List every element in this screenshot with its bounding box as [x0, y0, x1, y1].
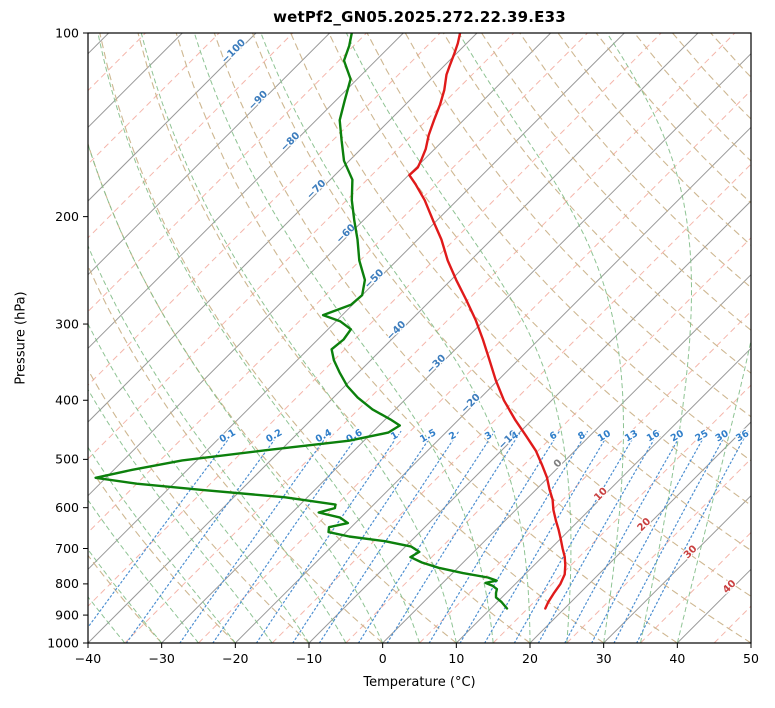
y-tick-label: 100	[55, 25, 79, 40]
sounding-profiles	[94, 33, 567, 610]
isotherm-label: 20	[636, 516, 654, 534]
y-tick-label: 1000	[47, 635, 79, 650]
mixing-ratio-label: 0.1	[218, 427, 238, 445]
x-tick-label: −20	[222, 651, 248, 666]
isotherm-label: 10	[592, 486, 610, 504]
y-axis-ticks: 100 200 300 400 500 600 700 800 900 1000	[47, 25, 88, 650]
x-tick-label: 10	[448, 651, 464, 666]
mixing-ratio-label: 13	[623, 428, 640, 444]
isotherm-label: 40	[721, 578, 739, 596]
mixing-ratio-label: 25	[693, 428, 710, 444]
x-tick-label: 20	[522, 651, 538, 666]
isotherm-label: 30	[682, 543, 700, 561]
isotherms-major	[88, 33, 751, 643]
y-tick-label: 600	[55, 500, 79, 515]
isotherm-label: −30	[425, 353, 449, 377]
mixing-ratio-label: 20	[669, 428, 686, 444]
y-axis-label: Pressure (hPa)	[13, 291, 29, 385]
isotherm-label: −80	[279, 130, 303, 154]
mixing-ratio-label: 6	[548, 430, 560, 443]
isotherm-label: −100	[220, 37, 248, 65]
dry-adiabats	[88, 33, 751, 643]
mixing-ratio-label: 3	[483, 430, 494, 443]
y-tick-label: 900	[55, 607, 79, 622]
mixing-ratio-label: 0.2	[264, 427, 284, 445]
x-tick-label: −30	[148, 651, 174, 666]
y-tick-label: 800	[55, 576, 79, 591]
mixing-ratio-label: 16	[645, 428, 662, 444]
isotherm-label: −50	[363, 267, 387, 291]
x-tick-label: 30	[596, 651, 612, 666]
isotherm-label: −20	[459, 392, 483, 416]
dewpoint-curve	[94, 33, 509, 610]
isotherm-label: −40	[385, 319, 409, 343]
x-axis-label: Temperature (°C)	[363, 675, 476, 690]
plot-frame	[87, 32, 752, 644]
x-tick-label: −40	[75, 651, 101, 666]
y-tick-label: 700	[55, 541, 79, 556]
isotherm-label: 0	[552, 458, 565, 471]
chart-title: wetPf2_GN05.2025.272.22.39.E33	[273, 8, 566, 26]
y-tick-label: 500	[55, 452, 79, 467]
y-tick-label: 400	[55, 393, 79, 408]
x-tick-label: −10	[296, 651, 322, 666]
x-tick-label: 40	[669, 651, 685, 666]
y-tick-label: 200	[55, 209, 79, 224]
mixing-ratio-label: 36	[734, 428, 751, 444]
isotherm-label: −90	[247, 89, 271, 113]
mixing-ratio-label: 2	[447, 430, 458, 443]
axes: −40 −30 −20 −10 0 10 20 30 40 5010020030040050060…	[47, 25, 759, 666]
mixing-ratio-label: 10	[596, 428, 613, 444]
mixing-ratio-lines	[88, 430, 749, 643]
mixing-ratio-label: 8	[576, 430, 588, 443]
x-tick-label: 0	[379, 651, 387, 666]
moist-adiabats	[88, 33, 751, 643]
temperature-curve	[408, 33, 567, 610]
x-axis-ticks: −40 −30 −20 −10 0 10 20 30 40 50	[75, 643, 759, 666]
mixing-ratio-label: 30	[714, 428, 731, 444]
x-tick-label: 50	[743, 651, 759, 666]
y-tick-label: 300	[55, 316, 79, 331]
